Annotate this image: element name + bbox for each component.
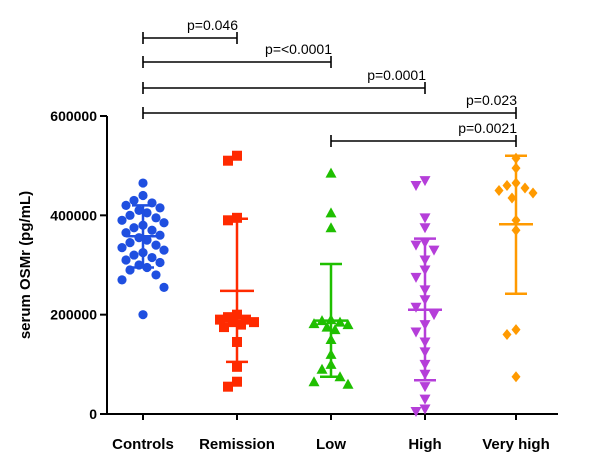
series-very-high bbox=[494, 152, 538, 383]
y-axis-label: serum OSMr (pg/mL) bbox=[17, 191, 34, 339]
data-point bbox=[419, 394, 431, 405]
data-point bbox=[502, 329, 512, 341]
data-point bbox=[159, 218, 169, 228]
x-tick-label: High bbox=[408, 436, 441, 453]
data-point bbox=[151, 213, 161, 223]
data-point bbox=[410, 240, 422, 251]
data-point bbox=[342, 378, 354, 389]
significance-bracket: p=0.0021 bbox=[330, 120, 517, 147]
p-value-label: p=0.0021 bbox=[458, 120, 517, 136]
data-point bbox=[117, 243, 127, 253]
data-point bbox=[236, 319, 246, 330]
data-point bbox=[129, 223, 139, 233]
data-point bbox=[147, 225, 157, 235]
data-point bbox=[428, 245, 440, 256]
series-controls bbox=[117, 178, 169, 320]
data-point bbox=[410, 327, 422, 338]
data-point bbox=[125, 210, 135, 220]
data-point bbox=[228, 317, 238, 328]
data-point bbox=[428, 310, 440, 321]
data-point bbox=[410, 407, 422, 418]
data-point bbox=[223, 215, 233, 226]
data-point bbox=[138, 190, 148, 201]
p-value-label: p=0.046 bbox=[187, 17, 238, 33]
y-tick-label: 600000 bbox=[50, 108, 97, 124]
data-point bbox=[494, 185, 504, 196]
data-point bbox=[410, 302, 422, 313]
data-point bbox=[125, 238, 135, 248]
data-point bbox=[138, 178, 148, 188]
data-point bbox=[528, 187, 538, 199]
series-high bbox=[408, 176, 442, 418]
x-tick-label: Low bbox=[316, 436, 346, 453]
data-point bbox=[223, 155, 233, 166]
series-low bbox=[308, 167, 354, 389]
y-tick-label: 400000 bbox=[50, 207, 97, 223]
x-tick-label: Very high bbox=[482, 436, 550, 453]
data-point bbox=[308, 376, 320, 387]
significance-bracket: p=0.046 bbox=[142, 17, 238, 44]
data-point bbox=[147, 252, 157, 263]
data-point bbox=[232, 361, 242, 372]
data-point bbox=[419, 404, 431, 415]
y-tick-label: 0 bbox=[89, 406, 97, 422]
data-point bbox=[325, 222, 337, 233]
data-point bbox=[138, 310, 148, 320]
x-tick-label: Remission bbox=[199, 436, 275, 453]
data-point bbox=[159, 282, 169, 292]
significance-bracket: p=0.0001 bbox=[142, 67, 426, 94]
significance-brackets: p=0.046 p=<0.0001 p=0.0001 p=0.023 p=0.0021 bbox=[142, 17, 517, 147]
data-point bbox=[520, 182, 530, 194]
data-point bbox=[419, 176, 431, 187]
y-tick-label: 200000 bbox=[50, 307, 97, 323]
data-point bbox=[151, 270, 161, 280]
data-point bbox=[308, 318, 320, 329]
data-point bbox=[121, 255, 131, 265]
data-point bbox=[511, 371, 521, 383]
data-point bbox=[215, 314, 225, 325]
data-point bbox=[502, 180, 512, 192]
series-remission bbox=[215, 150, 259, 392]
data-point bbox=[142, 208, 152, 218]
p-value-label: p=<0.0001 bbox=[265, 41, 332, 57]
data-point bbox=[232, 376, 242, 387]
axes: 0 200000 400000 600000 Controls Remission Low H… bbox=[50, 108, 558, 453]
data-point bbox=[134, 205, 144, 215]
data-point bbox=[507, 192, 517, 204]
data-point bbox=[511, 324, 521, 336]
data-point bbox=[159, 245, 169, 255]
data-point bbox=[325, 167, 337, 178]
data-point bbox=[129, 250, 139, 260]
data-point bbox=[117, 275, 127, 285]
p-value-label: p=0.0001 bbox=[367, 67, 426, 83]
data-point bbox=[410, 181, 422, 192]
significance-bracket: p=0.023 bbox=[142, 92, 517, 119]
data-point bbox=[419, 382, 431, 393]
data-point bbox=[219, 322, 229, 333]
data-point bbox=[129, 195, 139, 206]
data-point bbox=[316, 363, 328, 374]
data-point bbox=[142, 235, 152, 245]
data-point bbox=[223, 381, 233, 392]
data-point bbox=[419, 213, 431, 224]
data-point bbox=[249, 317, 259, 328]
data-point bbox=[151, 240, 161, 250]
data-point bbox=[419, 223, 431, 234]
data-point bbox=[121, 200, 131, 210]
data-point bbox=[155, 257, 165, 268]
data-point bbox=[325, 207, 337, 218]
significance-bracket: p=<0.0001 bbox=[142, 41, 332, 68]
x-tick-label: Controls bbox=[112, 436, 174, 453]
p-value-label: p=0.023 bbox=[466, 92, 517, 108]
data-point bbox=[342, 319, 354, 330]
data-point bbox=[117, 215, 127, 225]
data-point bbox=[232, 150, 242, 161]
data-point bbox=[155, 203, 165, 213]
data-marks bbox=[117, 150, 538, 418]
data-point bbox=[410, 272, 422, 283]
